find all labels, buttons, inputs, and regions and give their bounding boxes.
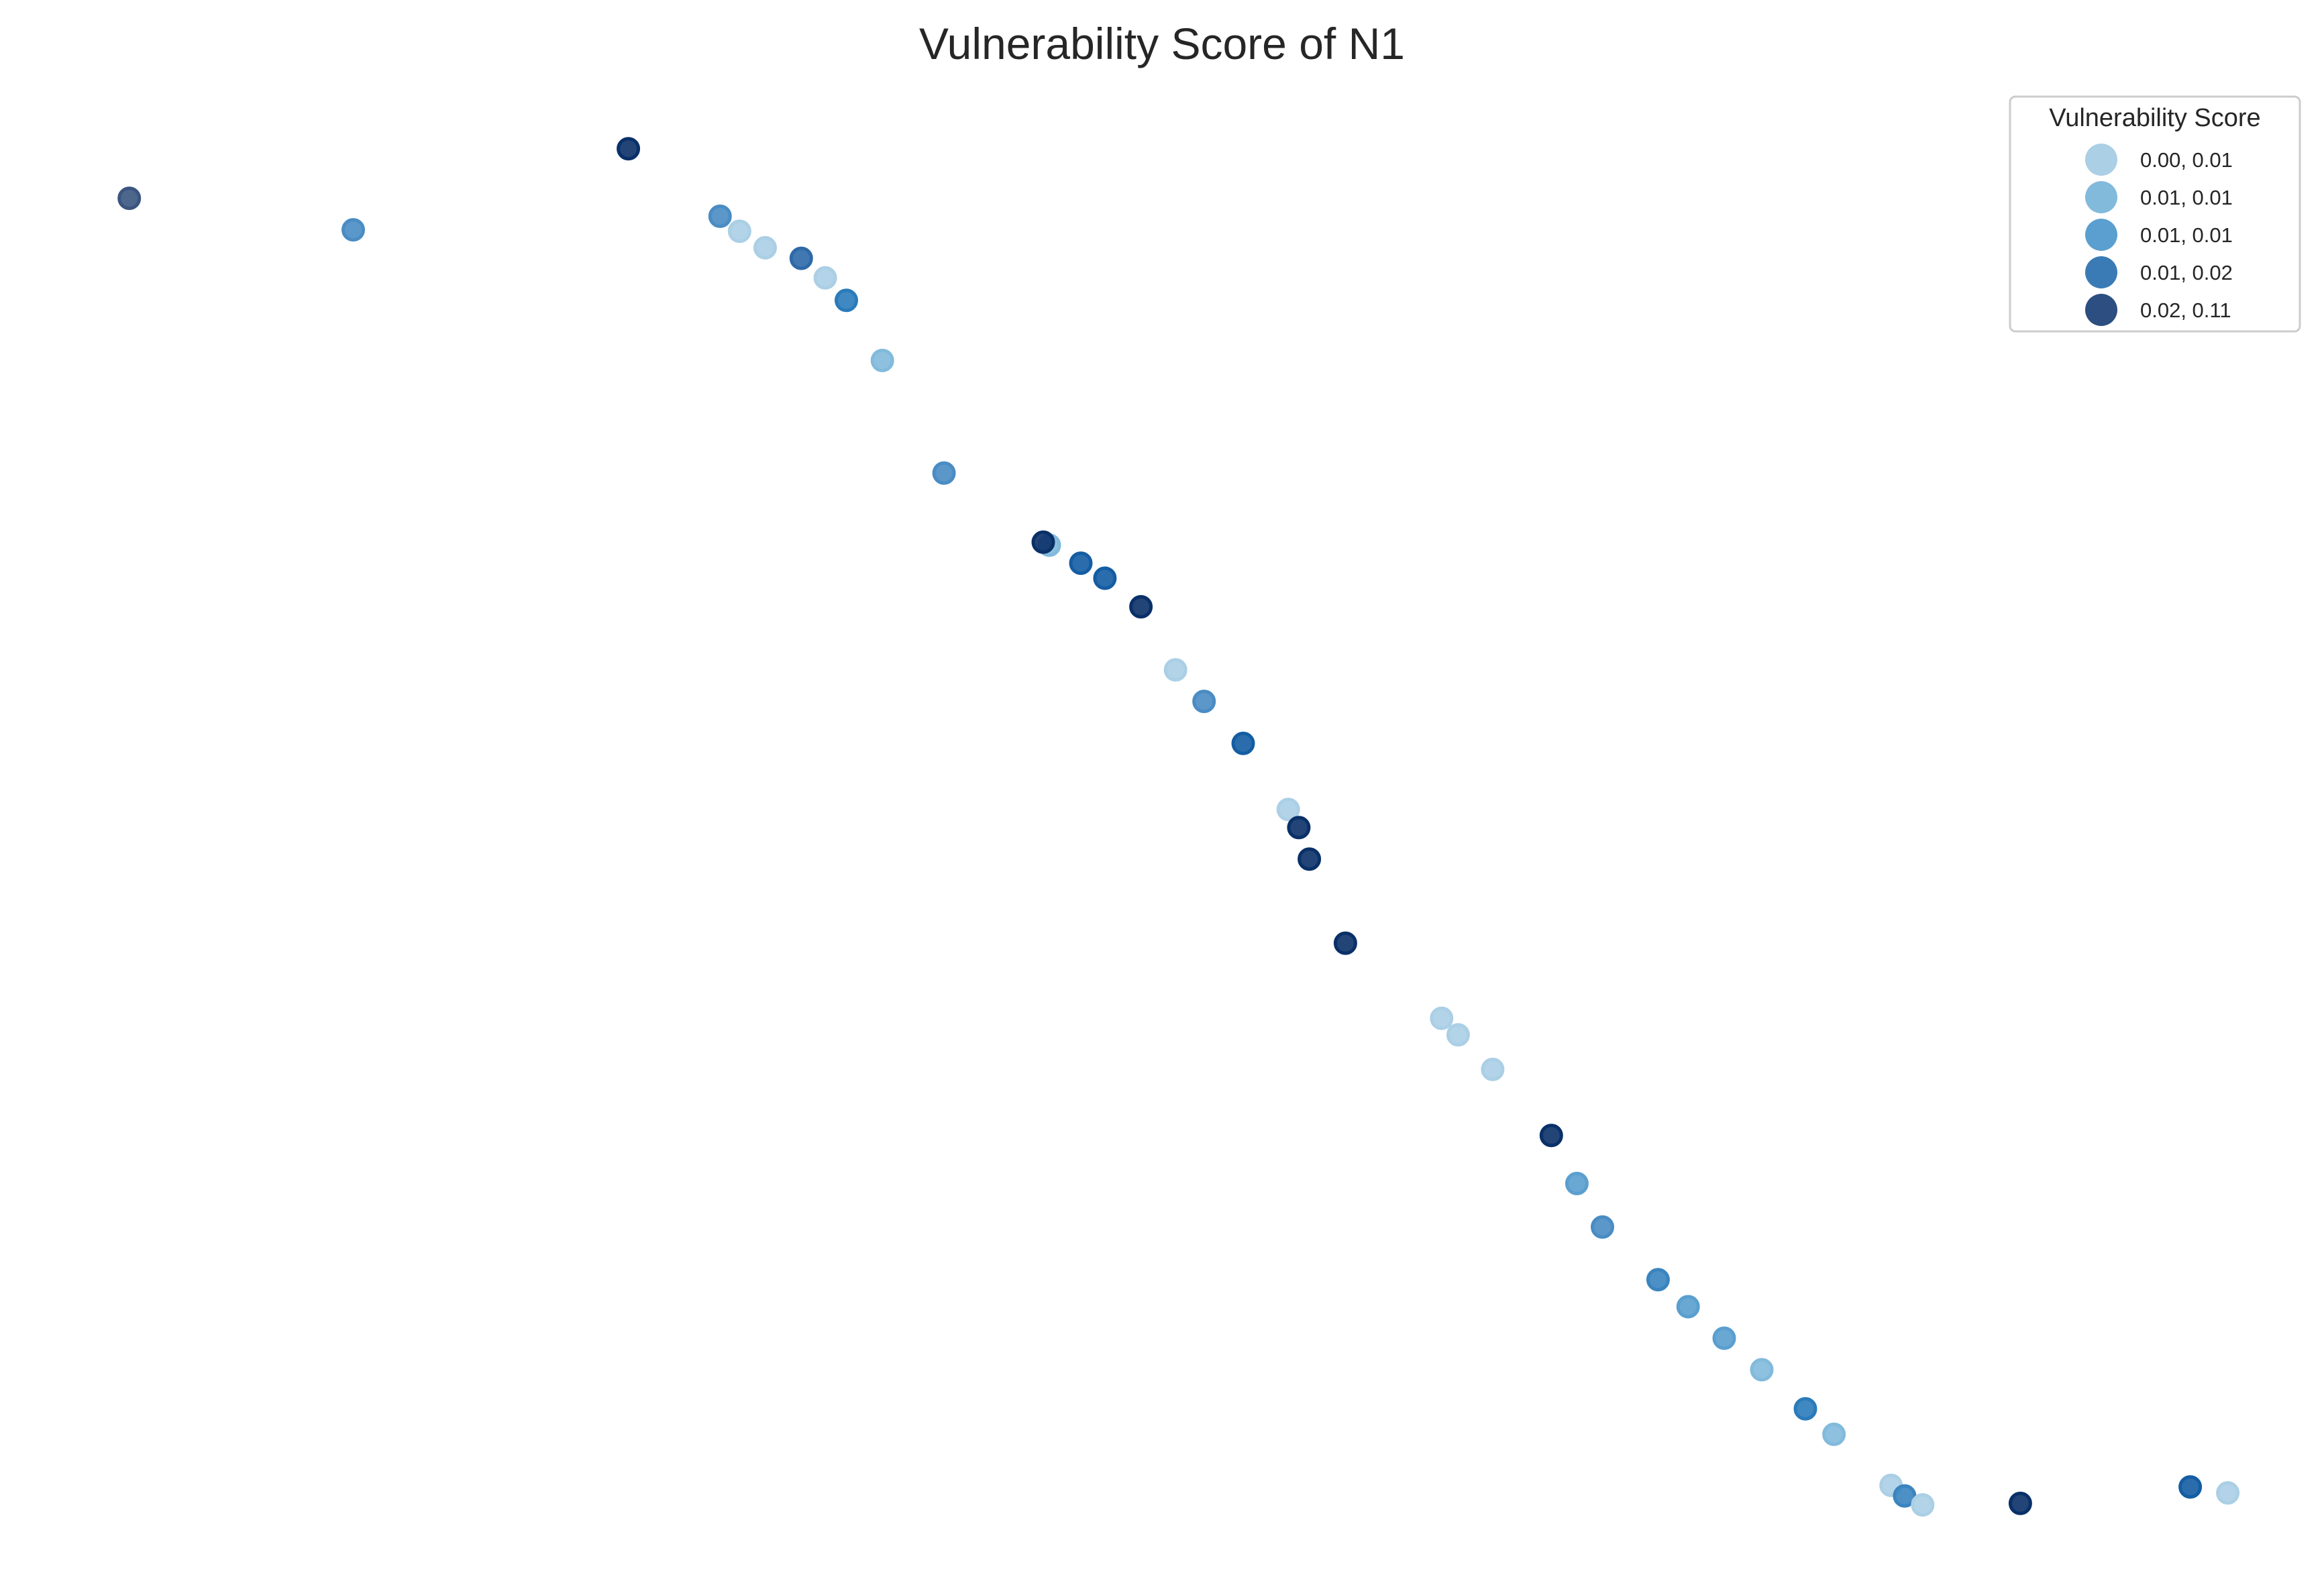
scatter-point (1893, 1484, 1917, 1508)
legend-marker (2085, 144, 2117, 176)
scatter-point (1430, 1006, 1454, 1030)
scatter-point (1192, 690, 1216, 714)
scatter-point (708, 204, 732, 228)
scatter-point (2216, 1481, 2240, 1505)
scatter-point (1129, 595, 1153, 619)
legend-title: Vulnerability Score (2049, 104, 2260, 132)
scatter-point (1069, 551, 1093, 576)
legend-marker (2085, 294, 2117, 326)
scatter-point (2178, 1475, 2203, 1499)
scatter-point (1911, 1493, 1935, 1517)
scatter-point (932, 461, 956, 485)
scatter-point (1481, 1057, 1505, 1081)
scatter-point (1287, 816, 1311, 840)
legend-marker (2085, 181, 2117, 213)
scatter-point (1231, 731, 1255, 755)
scatter-point (789, 246, 813, 270)
scatter-point (1822, 1422, 1846, 1446)
legend-box (2009, 95, 2301, 333)
legend-marker (2085, 219, 2117, 251)
scatter-point (1031, 530, 1055, 554)
scatter-point (1333, 931, 1357, 955)
legend-entries: 0.00, 0.01 0.01, 0.01 0.01, 0.01 0.01, 0.02… (2085, 144, 2233, 326)
scatter-point (1750, 1358, 1774, 1382)
points-layer (117, 137, 2240, 1517)
legend-label: 0.01, 0.01 (2140, 223, 2233, 247)
scatter-point (1676, 1295, 1700, 1319)
scatter-point (1793, 1397, 1817, 1421)
legend-label: 0.01, 0.02 (2140, 261, 2233, 284)
chart-title: Vulnerability Score of N1 (919, 19, 1405, 68)
scatter-point (753, 235, 777, 260)
legend: Vulnerability Score 0.00, 0.01 0.01, 0.01… (2009, 95, 2301, 333)
scatter-point (1539, 1124, 1563, 1148)
scatter-point (1591, 1215, 1614, 1239)
scatter-point (1646, 1268, 1670, 1292)
scatter-point (1712, 1326, 1736, 1350)
scatter-point (835, 288, 858, 313)
scatter-point (2008, 1491, 2032, 1515)
scatter-point (341, 218, 365, 242)
scatter-point (1093, 566, 1117, 590)
scatter-point (1163, 658, 1187, 682)
scatter-point (617, 137, 641, 161)
legend-label: 0.01, 0.01 (2140, 186, 2233, 209)
scatter-point (1276, 798, 1300, 822)
scatter-point (813, 266, 837, 290)
scatter-point (870, 348, 894, 372)
legend-marker (2085, 256, 2117, 288)
legend-label: 0.02, 0.11 (2140, 298, 2231, 322)
scatter-point (1446, 1023, 1470, 1047)
legend-label: 0.00, 0.01 (2140, 148, 2233, 172)
scatter-point (117, 186, 142, 211)
scatter-point (1565, 1171, 1589, 1195)
scatter-point (727, 219, 751, 243)
scatter-point (1298, 847, 1322, 871)
